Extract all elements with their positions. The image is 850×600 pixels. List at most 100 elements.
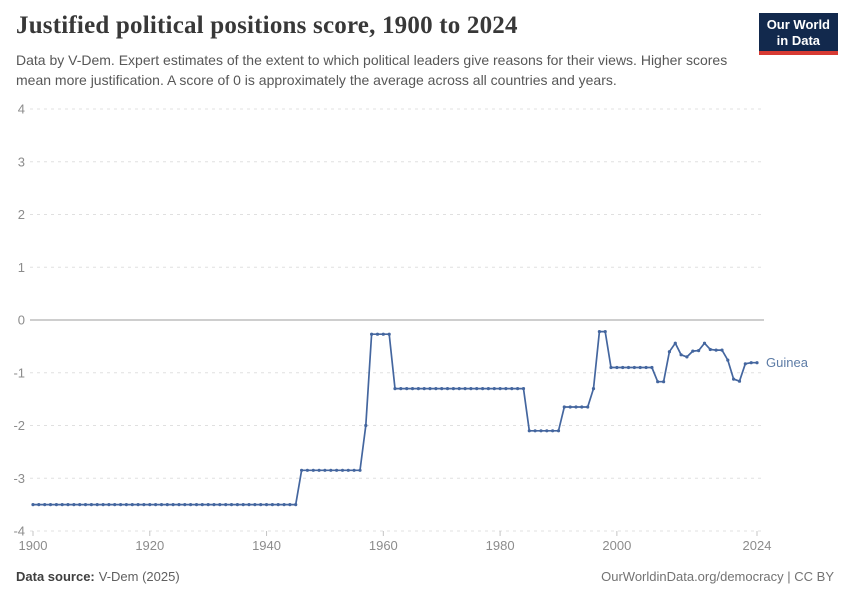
data-point [358,468,362,472]
data-point [504,387,508,391]
data-point [294,503,298,507]
data-point [475,387,479,391]
data-point [679,353,683,357]
page-title: Justified political positions score, 190… [16,12,518,39]
data-point [171,503,175,507]
data-point [288,503,292,507]
data-point [43,503,47,507]
data-point [194,503,199,507]
data-point [405,387,409,391]
data-point [159,503,164,507]
data-source: Data source: V-Dem (2025) [16,569,180,584]
data-point [375,332,380,336]
data-point [451,387,455,391]
data-point [422,387,426,391]
data-point [609,365,613,370]
data-point [632,365,637,370]
data-point [323,468,327,472]
data-point [189,503,193,507]
attribution: OurWorldinData.org/democracy | CC BY [601,569,834,584]
y-tick-label: -4 [13,524,25,539]
data-point [440,387,444,391]
data-point [562,405,566,409]
data-point [72,503,76,507]
data-point [83,503,88,507]
data-point [346,468,350,472]
data-point [720,348,724,352]
data-point [329,468,333,472]
data-point [498,387,502,391]
chart-footer: Data source: V-Dem (2025) OurWorldinData.… [16,569,834,584]
data-point [124,503,128,507]
data-point [148,503,152,507]
data-point [247,503,251,507]
x-tick-label: 2024 [743,538,772,553]
data-point [586,405,590,409]
data-point [673,341,677,345]
x-tick-label: 1960 [369,538,398,553]
data-point [469,387,473,391]
data-point [95,503,99,507]
data-point [644,365,648,370]
data-point [656,380,660,384]
data-point [434,387,438,391]
data-point [177,503,181,507]
data-point [253,503,257,507]
data-point [381,332,385,336]
data-point [264,503,269,507]
data-point [311,468,315,472]
data-point [662,380,666,384]
data-point [119,503,123,507]
data-point [510,387,514,391]
data-point [31,503,35,507]
data-point [387,332,391,336]
data-point [667,350,672,354]
data-point [621,365,625,370]
data-point [154,503,158,507]
y-tick-label: 1 [18,260,25,275]
data-point [492,387,496,391]
data-point [259,503,263,507]
data-point [200,503,204,507]
data-point [580,405,584,409]
data-point [370,332,374,336]
y-tick-label: 3 [18,154,25,169]
data-point [568,405,572,409]
y-tick-label: -1 [13,365,25,380]
x-tick-label: 1980 [486,538,515,553]
data-point [533,429,537,433]
data-point [399,387,403,391]
data-point [685,355,689,359]
data-point [300,468,304,472]
data-point [89,503,93,507]
data-point [551,429,555,433]
data-point [615,365,619,370]
data-point [697,349,701,353]
data-source-label: Data source: [16,569,95,584]
data-point [486,387,490,391]
data-point [527,429,531,433]
data-point [714,348,718,352]
data-point [732,377,736,381]
data-point [749,361,753,365]
data-point [165,503,169,507]
data-point [130,503,134,507]
x-tick-label: 1900 [19,538,48,553]
data-point [224,503,228,507]
y-tick-label: 0 [18,313,25,328]
x-tick-label: 1940 [252,538,281,553]
data-point [521,387,526,391]
data-point [78,503,82,507]
data-point [218,503,222,507]
data-source-value: V-Dem (2025) [98,569,180,584]
data-point [282,503,286,507]
data-point [755,361,759,365]
data-point [270,503,274,507]
data-point [428,387,432,391]
data-point [516,387,520,391]
data-point [416,387,420,391]
data-point [650,365,654,370]
owid-logo[interactable]: Our World in Data [758,13,838,55]
